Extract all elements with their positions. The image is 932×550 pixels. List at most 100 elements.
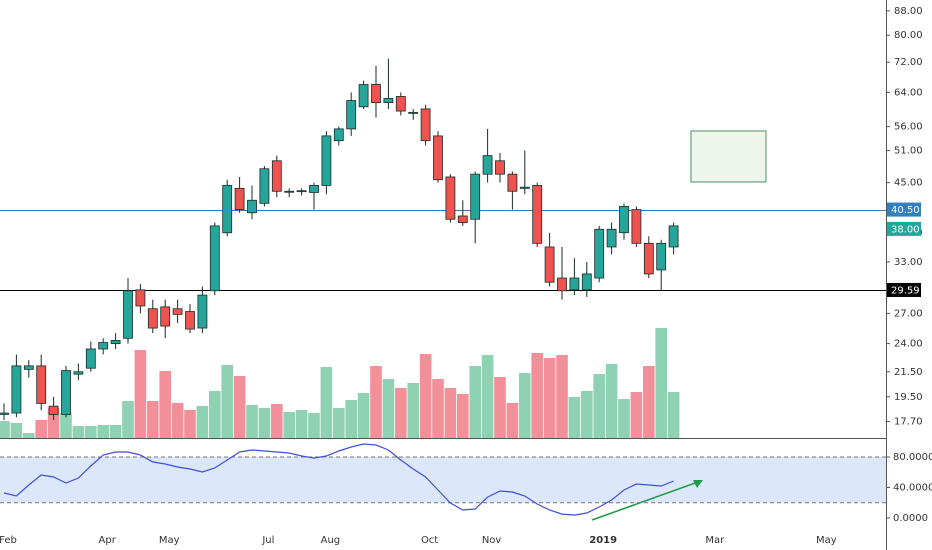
volume-bar: [593, 374, 605, 438]
candle-body: [519, 186, 530, 189]
volume-bar: [283, 412, 295, 438]
volume-bar: [258, 408, 271, 438]
volume-bar: [35, 420, 47, 438]
candle-body: [395, 96, 406, 112]
candle-body: [594, 228, 605, 279]
candle-body: [631, 209, 642, 244]
volume-bar: [382, 379, 395, 438]
candle-body: [147, 308, 158, 329]
x-tick-label: Aug: [321, 535, 341, 546]
volume-bar: [246, 405, 258, 438]
candle-body: [172, 308, 183, 315]
candle-body: [222, 185, 233, 234]
candle-body: [0, 412, 9, 415]
y-tick-label: 80.00: [894, 30, 923, 41]
volume-bar: [171, 403, 184, 438]
candle-body: [61, 370, 71, 415]
candle-body: [284, 190, 295, 193]
volume-bar: [295, 410, 308, 438]
volume-bar: [97, 425, 109, 438]
candle-body: [408, 111, 419, 114]
volume-bar: [109, 425, 122, 438]
candle-body: [383, 98, 394, 103]
volume-bar: [519, 373, 531, 438]
candle-body: [358, 84, 369, 108]
volume-bar: [630, 392, 643, 438]
candle-body: [606, 228, 617, 248]
volume-bar: [184, 410, 196, 438]
candle-body: [185, 311, 195, 330]
volume-bar: [196, 406, 209, 438]
candle-body: [11, 365, 22, 414]
trend-arrow: [591, 481, 699, 521]
candle-body: [544, 246, 555, 283]
volume-bar: [444, 388, 457, 438]
candle-body: [197, 294, 208, 329]
y-tick-label: 72.00: [894, 57, 923, 68]
volume-bar: [370, 366, 382, 438]
candle-body: [619, 206, 629, 234]
x-tick-label: Apr: [99, 535, 117, 546]
y-tick-label: 27.00: [894, 308, 923, 319]
volume-bar: [23, 433, 35, 438]
candle-body: [333, 128, 344, 142]
candle-body: [433, 135, 443, 181]
y-tick-label: 40.0000: [893, 483, 932, 494]
candle-body: [296, 190, 307, 193]
x-tick-label: Oct: [421, 535, 438, 546]
volume-bar: [457, 394, 469, 438]
price-label-box: [887, 221, 921, 236]
y-tick-label: 21.50: [894, 367, 923, 378]
volume-bar: [72, 426, 85, 438]
volume-bar: [357, 393, 370, 438]
candle-body: [346, 100, 357, 130]
volume-bar: [581, 391, 593, 438]
volume-bar: [209, 391, 221, 438]
candle-body: [507, 173, 518, 192]
candle-body: [110, 340, 121, 344]
y-tick-label: 88.00: [894, 6, 923, 17]
x-tick-label: Feb: [0, 535, 17, 546]
y-tick-label: 51.00: [894, 146, 923, 157]
volume-bar: [643, 366, 655, 438]
candle-body: [123, 290, 133, 339]
volume-bar: [494, 377, 506, 438]
candle-body: [36, 365, 47, 404]
candle-body: [23, 365, 34, 370]
candle-body: [581, 273, 592, 291]
candle-body: [656, 242, 667, 271]
volume-bar: [506, 403, 519, 438]
x-tick-label: May: [816, 535, 837, 546]
price-label-box: [887, 202, 921, 217]
volume-bar: [667, 392, 680, 438]
candle-body: [371, 84, 381, 103]
volume-bar: [531, 353, 543, 438]
price-label: 29.59: [891, 285, 920, 296]
volume-bar: [85, 426, 97, 438]
candle-body: [209, 225, 220, 292]
candle-body: [73, 371, 84, 375]
candle-body: [557, 277, 567, 292]
candle-body: [643, 242, 654, 275]
volume-bar: [345, 400, 357, 438]
candle-body: [668, 225, 679, 248]
volume-bar: [122, 401, 134, 438]
candle-body: [85, 348, 96, 369]
volume-bar: [605, 364, 618, 438]
candle-body: [98, 342, 109, 350]
volume-bar: [395, 388, 407, 438]
y-tick-label: 33.00: [894, 257, 923, 268]
plot-layer: 88.0080.0072.0064.0056.0051.0045.0037.00…: [0, 6, 932, 546]
volume-bar: [407, 383, 419, 438]
price-label-box: [887, 282, 921, 297]
candle-body: [445, 176, 456, 220]
volume-bar: [320, 367, 333, 438]
candle-body: [247, 199, 257, 214]
volume-bar: [159, 371, 171, 438]
y-tick-label: 64.00: [894, 87, 923, 98]
candle-body: [259, 168, 270, 204]
candle-body: [135, 289, 146, 307]
x-tick-label: Jul: [261, 535, 274, 546]
y-tick-label: 17.70: [894, 417, 923, 428]
volume-bar: [568, 397, 581, 438]
